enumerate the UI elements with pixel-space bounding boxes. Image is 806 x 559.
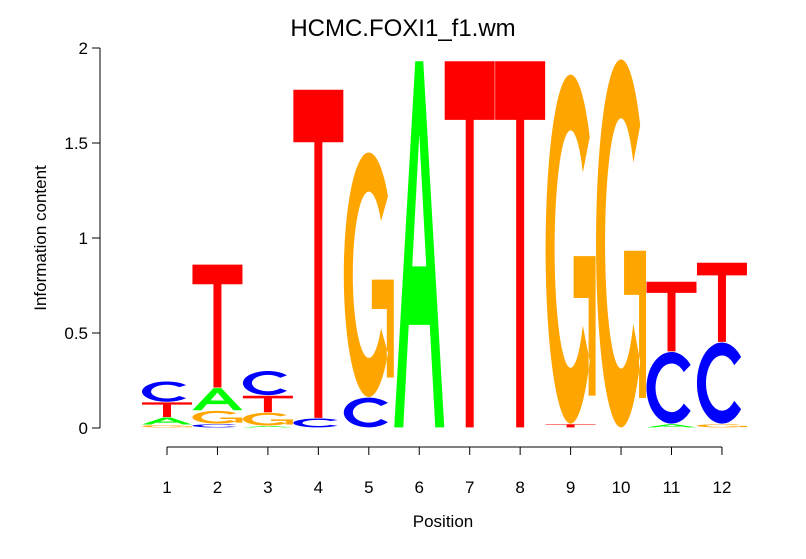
x-tick-label: 1	[162, 478, 171, 497]
logo-letter-A	[192, 388, 243, 411]
logo-stacks	[141, 59, 747, 428]
y-tick-label: 1.5	[64, 134, 88, 153]
x-tick-label: 6	[415, 478, 424, 497]
logo-letter-C	[293, 418, 338, 428]
logo-letter-C	[242, 371, 288, 396]
x-tick-label: 5	[364, 478, 373, 497]
logo-letter-C	[192, 424, 237, 428]
logo-letter-T	[646, 281, 697, 352]
x-tick-label: 11	[663, 478, 681, 497]
x-axis-label: Position	[413, 512, 473, 531]
x-tick-label: 2	[213, 478, 222, 497]
x-tick-label: 12	[712, 478, 731, 497]
logo-letter-C	[646, 352, 691, 424]
logo-letter-C	[141, 381, 187, 402]
logo-letter-T	[444, 61, 495, 428]
x-tick-label: 4	[314, 478, 323, 497]
logo-letter-T	[293, 89, 344, 418]
logo-letter-T	[142, 402, 192, 417]
logo-letter-G	[596, 59, 647, 428]
logo-letter-T	[545, 424, 596, 428]
x-tick-label: 3	[263, 478, 272, 497]
logo-letter-T	[696, 262, 747, 342]
logo-letter-G	[192, 410, 243, 424]
logo-letter-A	[242, 426, 293, 428]
chart-title: HCMC.FOXI1_f1.wm	[290, 15, 515, 42]
logo-letter-A	[646, 424, 697, 428]
logo-letter-C	[696, 342, 742, 424]
x-tick-label: 8	[515, 478, 524, 497]
y-axis: 0 0.5 1 1.5 2	[64, 39, 101, 438]
y-tick-label: 0.5	[64, 324, 88, 343]
logo-letter-A	[394, 61, 445, 428]
y-tick-label: 0	[79, 419, 88, 438]
logo-letter-A	[142, 417, 192, 425]
logo-letter-G	[545, 74, 596, 424]
y-tick-label: 2	[79, 39, 88, 58]
logo-letter-T	[192, 264, 243, 388]
x-axis: 1 2 3 4 5 6 7 8 9 10 11 12	[162, 446, 731, 497]
y-axis-label: Information content	[31, 165, 50, 311]
logo-letter-G	[242, 412, 293, 426]
x-tick-label: 7	[465, 478, 474, 497]
x-tick-label: 10	[612, 478, 631, 497]
y-tick-label: 1	[79, 229, 88, 248]
x-tick-label: 9	[566, 478, 575, 497]
logo-letter-T	[495, 61, 546, 428]
logo-letter-G	[696, 424, 747, 428]
logo-letter-T	[242, 395, 293, 413]
logo-letter-G	[343, 152, 394, 397]
logo-letter-G	[141, 425, 192, 428]
logo-letter-C	[343, 397, 388, 428]
